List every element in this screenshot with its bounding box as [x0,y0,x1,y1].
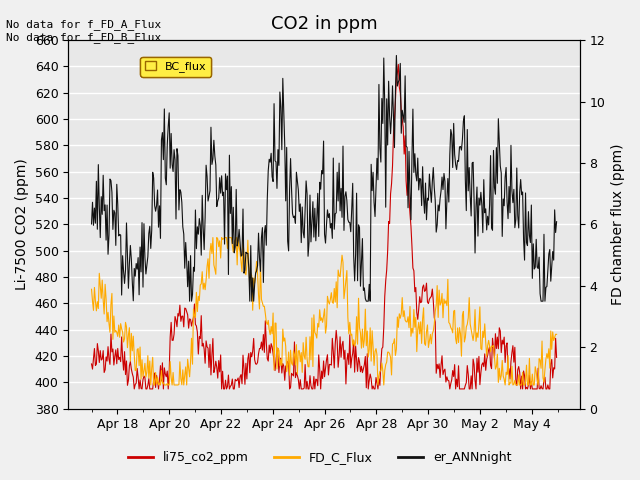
Title: CO2 in ppm: CO2 in ppm [271,15,378,33]
Text: No data for f_FD_A_Flux
No data for f_FD_B_Flux: No data for f_FD_A_Flux No data for f_FD… [6,19,162,43]
Legend: BC_flux: BC_flux [140,57,211,77]
Legend: li75_co2_ppm, FD_C_Flux, er_ANNnight: li75_co2_ppm, FD_C_Flux, er_ANNnight [124,446,516,469]
Y-axis label: FD chamber flux (ppm): FD chamber flux (ppm) [611,144,625,305]
Y-axis label: Li-7500 CO2 (ppm): Li-7500 CO2 (ppm) [15,158,29,290]
